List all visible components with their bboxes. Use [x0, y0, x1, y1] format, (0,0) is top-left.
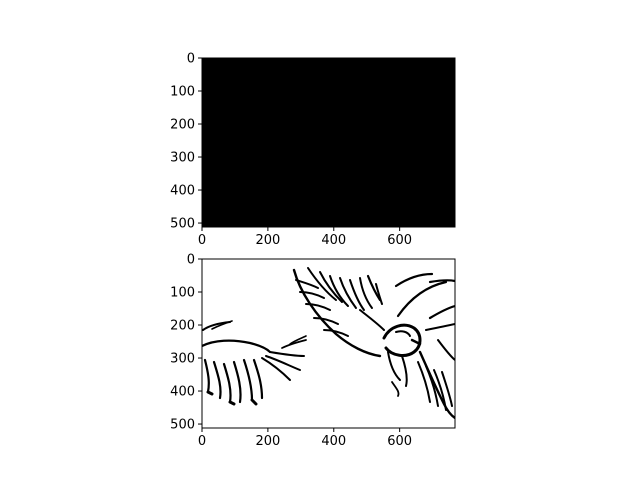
- upper-wing-drawing: [292, 267, 385, 358]
- top-y-tick-label: 0: [187, 52, 195, 67]
- top-y-tick-label: 400: [170, 184, 195, 199]
- bottom-y-tick-label: 0: [187, 253, 195, 268]
- top-x-tick-label: 600: [387, 233, 412, 248]
- top-y-tick-label: 500: [170, 217, 195, 232]
- bottom-y-tick-label: 500: [170, 418, 195, 433]
- eagle-body-drawing: [382, 272, 455, 397]
- bottom-x-tick-label: 600: [387, 434, 412, 449]
- top-y-tick-label: 100: [170, 85, 195, 100]
- top-image-black-fill: [202, 58, 455, 227]
- bottom-y-tick-label: 100: [170, 286, 195, 301]
- bottom-image-axes: 0 200 400 600 0 100 200 300 400 500: [170, 253, 456, 449]
- top-x-tick-label: 0: [198, 233, 206, 248]
- bottom-y-tick-label: 200: [170, 319, 195, 334]
- top-x-tick-label: 200: [255, 233, 280, 248]
- top-y-tick-label: 300: [170, 151, 195, 166]
- bottom-x-tick-label: 400: [321, 434, 346, 449]
- bottom-y-tick-label: 300: [170, 352, 195, 367]
- top-image-frame: [201, 57, 456, 228]
- bottom-x-tick-label: 0: [198, 434, 206, 449]
- top-x-tick-label: 400: [321, 233, 346, 248]
- top-y-tick-label: 200: [170, 118, 195, 133]
- bottom-x-tick-label: 200: [255, 434, 280, 449]
- right-wing-drawing: [417, 304, 455, 420]
- eagle-drawing: [202, 267, 455, 420]
- bottom-image-frame: [201, 258, 456, 429]
- top-image-axes: 0 200 400 600 0 100 200 300 400 500: [170, 52, 456, 248]
- bottom-y-tick-label: 400: [170, 385, 195, 400]
- left-wing-drawing: [202, 320, 307, 406]
